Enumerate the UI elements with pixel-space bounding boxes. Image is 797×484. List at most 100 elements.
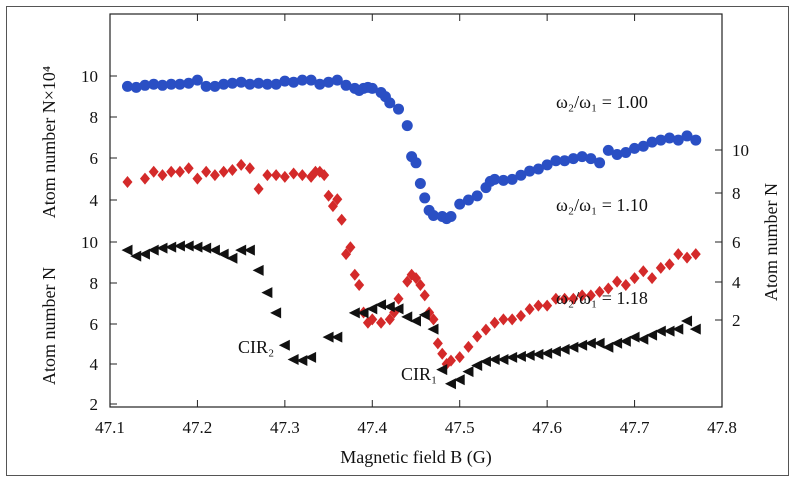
data-point bbox=[184, 162, 194, 174]
data-point bbox=[376, 317, 386, 329]
left-tick-label: 4 bbox=[90, 191, 99, 210]
data-point bbox=[498, 313, 508, 325]
right-tick-label: 4 bbox=[732, 273, 741, 292]
data-point bbox=[433, 337, 443, 349]
x-tick-label: 47.8 bbox=[707, 418, 737, 437]
data-point bbox=[175, 166, 185, 178]
data-point bbox=[354, 279, 364, 291]
x-tick-label: 47.7 bbox=[620, 418, 650, 437]
data-point bbox=[437, 348, 447, 360]
data-point bbox=[682, 252, 692, 264]
ratio-label-1: ω₂/ω₁ = 1.00 bbox=[556, 92, 648, 112]
ratio-label-2: ω₂/ω₁ = 1.10 bbox=[556, 195, 648, 215]
data-point bbox=[297, 169, 307, 181]
data-point bbox=[436, 364, 447, 375]
right-axis-ticks: 2 4 6 8 10 bbox=[715, 141, 749, 330]
data-point bbox=[236, 159, 246, 171]
right-tick-label: 6 bbox=[732, 233, 741, 252]
x-tick-label: 47.5 bbox=[445, 418, 475, 437]
data-point bbox=[261, 287, 272, 298]
cir2-label: CIR₂ bbox=[238, 337, 274, 357]
data-point bbox=[122, 176, 132, 188]
y-axis-label-right: Atom number N bbox=[761, 183, 781, 301]
data-point bbox=[192, 173, 202, 185]
x-axis-label: Magnetic field B (G) bbox=[340, 447, 491, 468]
right-tick-label: 8 bbox=[732, 184, 741, 203]
data-points bbox=[121, 75, 701, 390]
y-axis-label-lower: Atom number N bbox=[39, 267, 59, 385]
data-point bbox=[280, 171, 290, 183]
data-point bbox=[157, 169, 167, 181]
data-point bbox=[271, 169, 281, 181]
data-point bbox=[647, 272, 657, 284]
data-point bbox=[665, 258, 675, 270]
data-point bbox=[219, 166, 229, 178]
data-point bbox=[691, 248, 701, 260]
x-tick-label: 47.2 bbox=[183, 418, 213, 437]
data-point bbox=[455, 351, 465, 363]
data-point bbox=[166, 166, 176, 178]
data-point bbox=[262, 169, 272, 181]
data-point bbox=[149, 166, 159, 178]
data-point bbox=[481, 324, 491, 336]
data-point bbox=[121, 245, 132, 256]
data-point bbox=[516, 310, 526, 322]
data-point bbox=[445, 211, 456, 222]
cir1-label: CIR₁ bbox=[401, 364, 437, 384]
right-tick-label: 2 bbox=[732, 311, 741, 330]
data-point bbox=[673, 248, 683, 260]
data-point bbox=[542, 300, 552, 312]
data-point bbox=[210, 169, 220, 181]
left-tick-label: 6 bbox=[90, 315, 99, 334]
data-point bbox=[656, 262, 666, 274]
left-tick-label: 4 bbox=[90, 355, 99, 374]
data-point bbox=[490, 317, 500, 329]
data-point bbox=[140, 173, 150, 185]
data-point bbox=[420, 289, 430, 301]
data-point bbox=[507, 313, 517, 325]
data-point bbox=[472, 331, 482, 343]
y-axis-label-upper: Atom number N×10⁴ bbox=[39, 66, 59, 218]
left-tick-label: 8 bbox=[90, 274, 99, 293]
x-tick-label: 47.6 bbox=[532, 418, 562, 437]
data-point bbox=[201, 166, 211, 178]
data-point bbox=[227, 164, 237, 176]
data-point bbox=[245, 162, 255, 174]
data-point bbox=[419, 192, 430, 203]
data-point bbox=[288, 354, 299, 365]
data-point bbox=[594, 157, 605, 168]
left-tick-label: 10 bbox=[81, 233, 98, 252]
data-point bbox=[337, 214, 347, 226]
data-point bbox=[411, 157, 422, 168]
x-tick-label: 47.3 bbox=[270, 418, 300, 437]
data-point bbox=[630, 272, 640, 284]
x-tick-label: 47.1 bbox=[95, 418, 125, 437]
data-point bbox=[254, 183, 264, 195]
left-tick-label: 6 bbox=[90, 149, 99, 168]
right-tick-label: 10 bbox=[732, 141, 749, 160]
data-point bbox=[463, 341, 473, 353]
left-tick-label: 10 bbox=[81, 67, 98, 86]
left-tick-label: 2 bbox=[90, 395, 99, 414]
data-point bbox=[289, 167, 299, 179]
left-tick-label: 8 bbox=[90, 108, 99, 127]
x-tick-label: 47.4 bbox=[357, 418, 387, 437]
data-point bbox=[324, 190, 334, 202]
left-axis-ticks: 2 4 6 8 10 4 6 8 10 bbox=[81, 67, 117, 414]
data-point bbox=[612, 276, 622, 288]
data-point bbox=[350, 269, 360, 281]
data-point bbox=[253, 265, 264, 276]
data-point bbox=[393, 104, 404, 115]
data-point bbox=[402, 120, 413, 131]
data-point bbox=[472, 190, 483, 201]
data-point bbox=[415, 178, 426, 189]
data-point bbox=[279, 340, 290, 351]
data-point bbox=[270, 307, 281, 318]
data-point bbox=[394, 293, 404, 305]
data-point bbox=[690, 135, 701, 146]
ratio-label-3: ω₂/ω₁ = 1.18 bbox=[556, 288, 648, 308]
data-point bbox=[533, 300, 543, 312]
data-point bbox=[427, 324, 438, 335]
data-point bbox=[525, 303, 535, 315]
